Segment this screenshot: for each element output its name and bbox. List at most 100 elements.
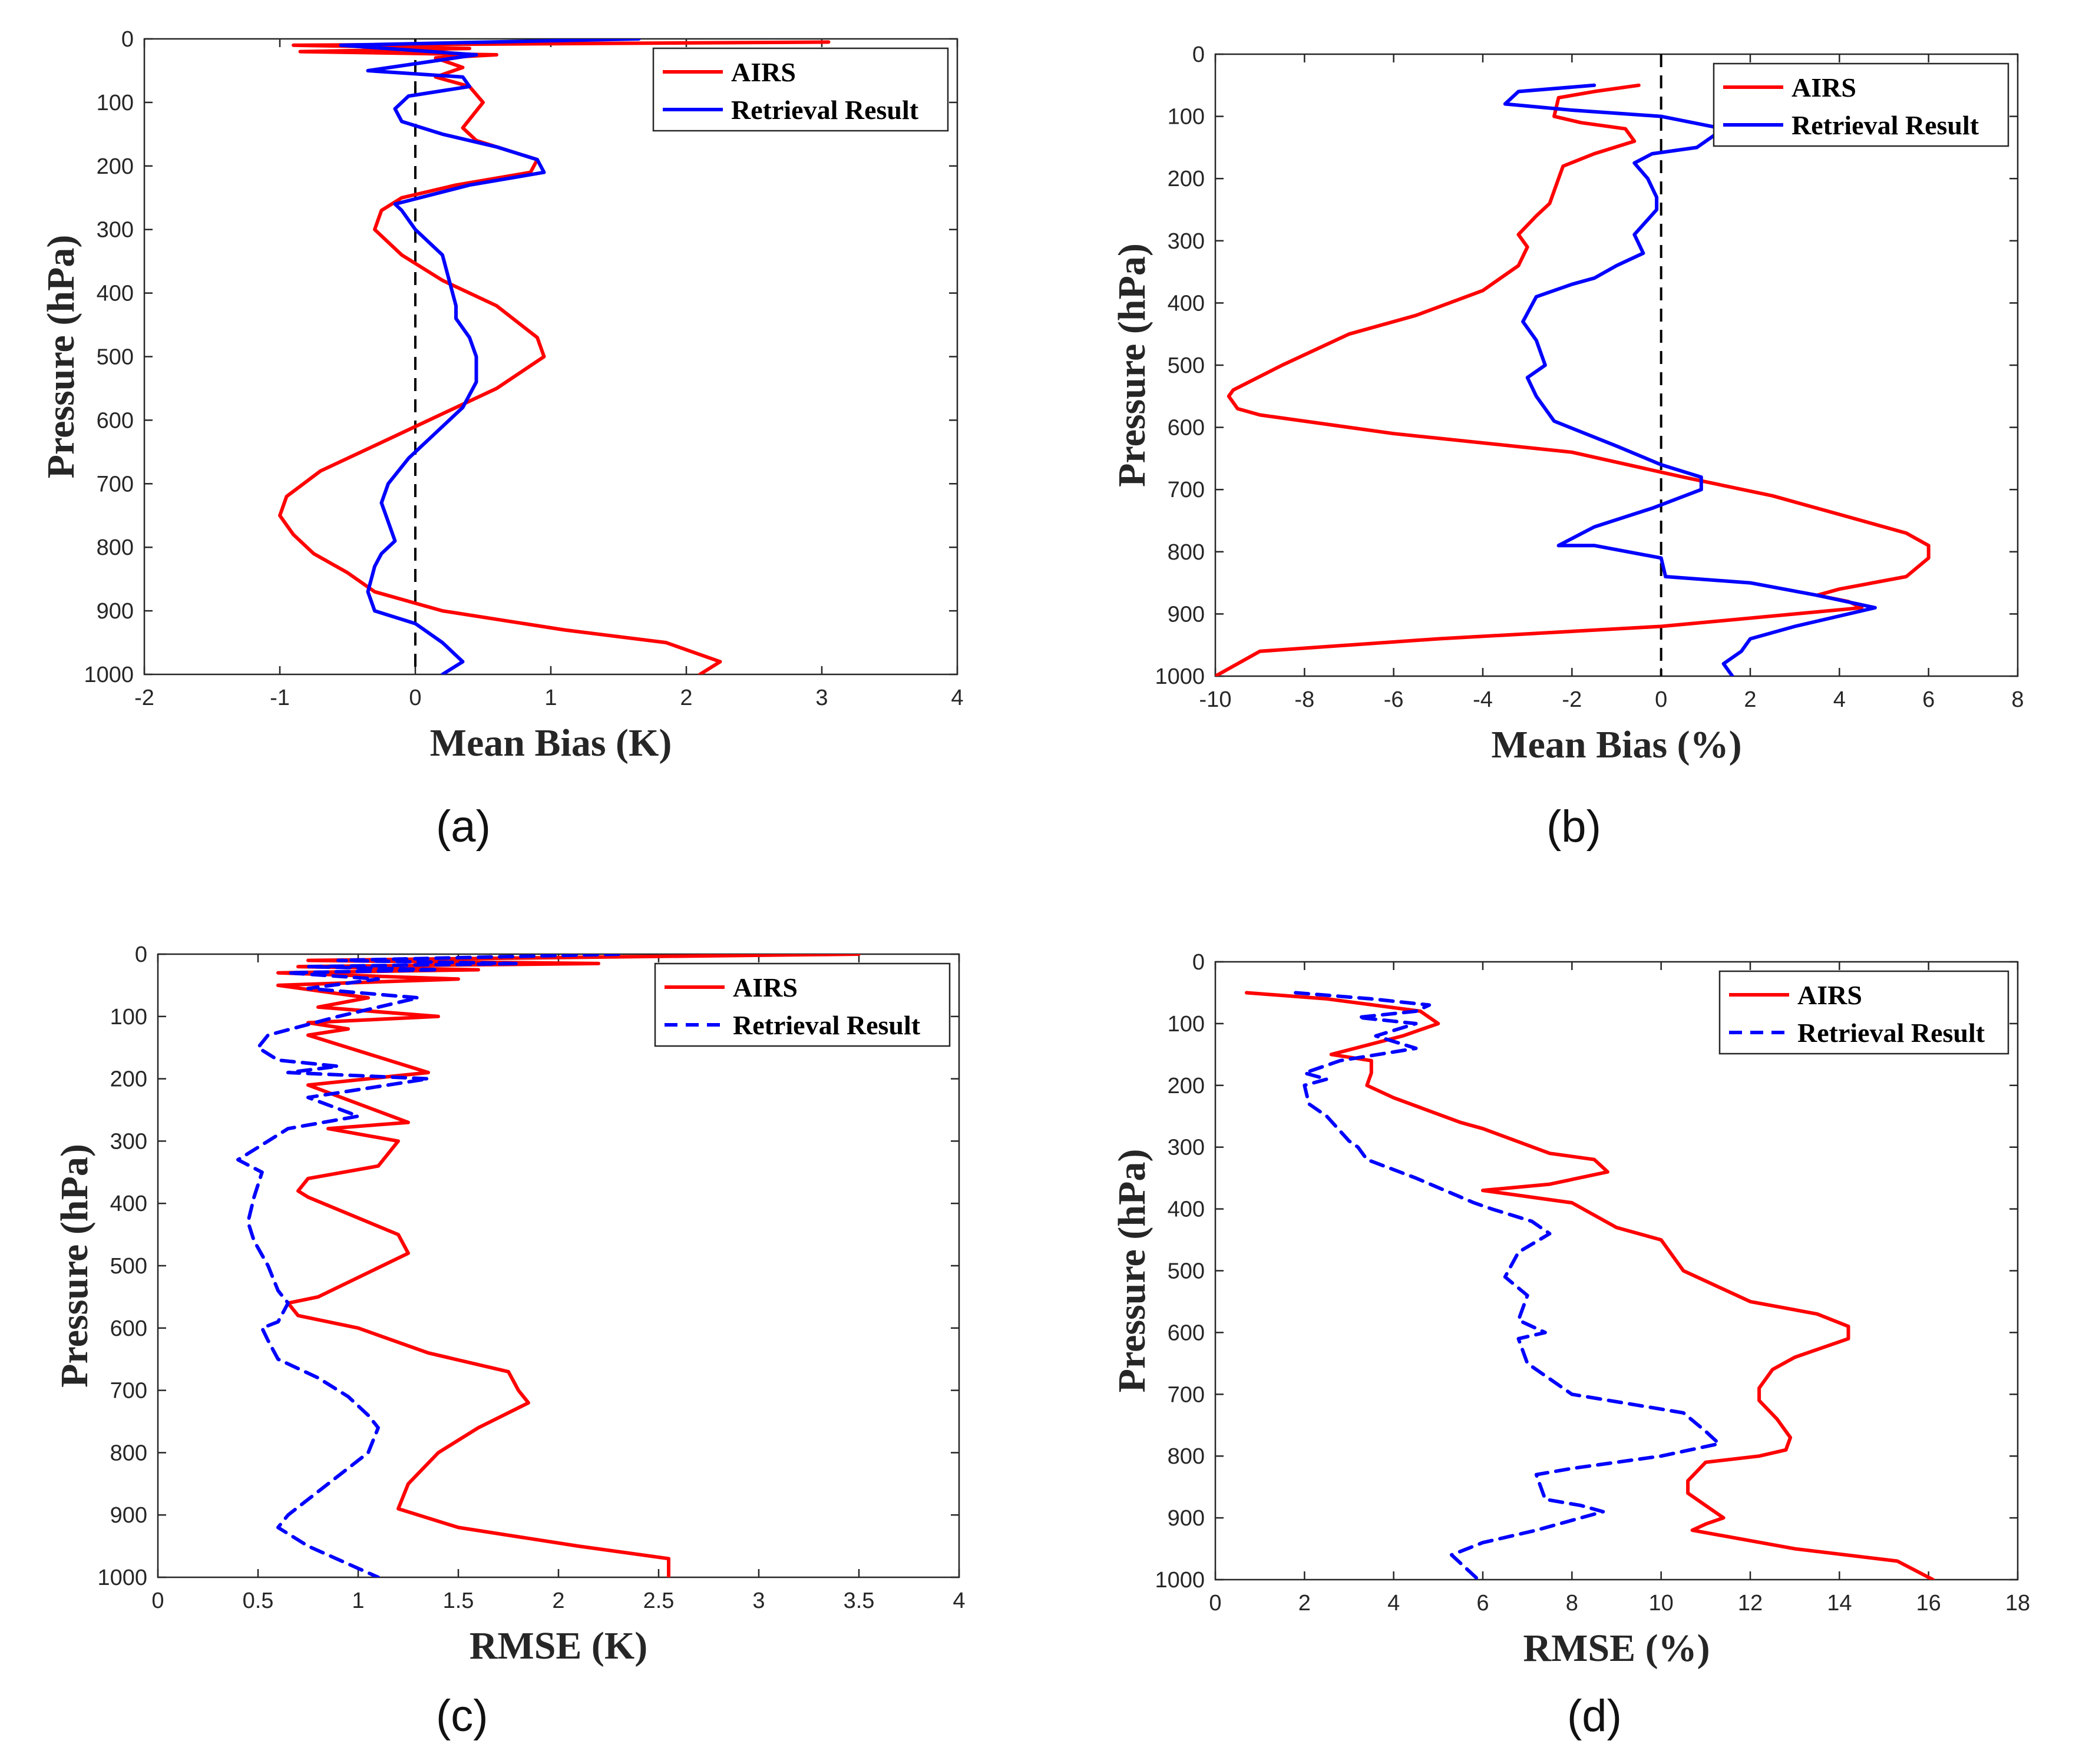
- x-tick-label: 1: [352, 1588, 364, 1613]
- x-tick-label: -2: [1562, 687, 1582, 712]
- series-group: [278, 39, 831, 674]
- x-tick-label: -8: [1294, 687, 1314, 712]
- x-tick-label: 4: [953, 1588, 965, 1613]
- y-tick-label: 0: [135, 942, 147, 967]
- y-tick-label: 700: [1168, 478, 1205, 502]
- plot-area-box: [157, 953, 960, 1578]
- legend: AIRS Retrieval Result: [1718, 970, 2009, 1055]
- y-tick-label: 100: [1168, 105, 1205, 130]
- y-axis-label: Pressure (hPa): [39, 235, 82, 479]
- y-tick-label: 900: [97, 599, 134, 624]
- y-tick-label: 800: [97, 535, 134, 560]
- series-group: [236, 954, 861, 1577]
- y-tick-label: 500: [1168, 1259, 1205, 1284]
- y-tick-label: 400: [97, 282, 134, 306]
- x-tick-label: 3: [752, 1588, 765, 1613]
- x-tick-label: 0: [151, 1588, 164, 1613]
- y-tick-label: 500: [110, 1254, 147, 1279]
- y-tick-label: 400: [1168, 291, 1205, 316]
- x-tick-label: 18: [2005, 1591, 2030, 1616]
- legend-box: [654, 962, 951, 1047]
- y-tick-label: 600: [97, 408, 134, 433]
- legend-label-retrieval-result: Retrieval Result: [1791, 110, 1979, 140]
- y-axis-label: Pressure (hPa): [1110, 1149, 1153, 1393]
- legend-label-retrieval-result: Retrieval Result: [1797, 1018, 1985, 1048]
- y-tick-label: 300: [110, 1129, 147, 1154]
- x-tick-label: 10: [1649, 1591, 1674, 1616]
- x-tick-label: 0: [1209, 1591, 1221, 1616]
- x-tick-label: 14: [1827, 1591, 1852, 1616]
- y-tick-label: 1000: [84, 663, 134, 687]
- x-tick-label: 0: [1655, 687, 1667, 712]
- legend-box: [652, 47, 949, 132]
- legend-label-retrieval-result: Retrieval Result: [733, 1010, 921, 1040]
- plot-area-box: [143, 38, 958, 676]
- y-tick-label: 800: [110, 1441, 147, 1465]
- caption-c: (c): [436, 1691, 488, 1741]
- chart-panel-b: 0 100 200 300 400 500 600 700 800 900 1000-10 -8 -6 -…: [1110, 42, 2024, 766]
- caption-d: (d): [1567, 1691, 1622, 1741]
- series-line-retrieval-result: [1503, 83, 1877, 676]
- series-group: [1215, 83, 1931, 676]
- series-line-airs: [278, 40, 831, 674]
- y-tick-label: 300: [1168, 229, 1205, 254]
- y-tick-label: 700: [1168, 1382, 1205, 1407]
- y-tick-label: 900: [1168, 602, 1205, 627]
- y-tick-label: 1000: [97, 1566, 147, 1590]
- x-tick-label: 2.5: [643, 1588, 675, 1613]
- x-tick-label: 3.5: [844, 1588, 875, 1613]
- y-tick-label: 700: [97, 472, 134, 497]
- series-line-retrieval-result: [339, 39, 641, 674]
- legend: AIRS Retrieval Result: [654, 962, 951, 1047]
- x-tick-label: 2: [552, 1588, 564, 1613]
- x-tick-label: 4: [951, 686, 963, 710]
- x-tick-label: 6: [1922, 687, 1935, 712]
- y-tick-label: 400: [110, 1192, 147, 1216]
- y-tick-label: 0: [1192, 42, 1205, 67]
- caption-a: (a): [436, 802, 491, 852]
- y-tick-label: 400: [1168, 1197, 1205, 1222]
- legend-label-retrieval-result: Retrieval Result: [731, 95, 919, 125]
- x-tick-label: -1: [270, 686, 290, 710]
- legend-box: [1718, 970, 2009, 1055]
- y-tick-label: 0: [1192, 950, 1205, 975]
- x-axis-label: Mean Bias (%): [1491, 723, 1741, 766]
- x-tick-label: 0: [409, 686, 421, 710]
- legend-label-airs: AIRS: [1797, 980, 1862, 1010]
- x-tick-label: 2: [1744, 687, 1756, 712]
- x-tick-label: 2: [1298, 1591, 1311, 1616]
- legend-box: [1713, 62, 2009, 147]
- x-axis-label: Mean Bias (K): [430, 722, 672, 764]
- x-tick-label: 6: [1476, 1591, 1489, 1616]
- y-tick-label: 200: [1168, 1074, 1205, 1098]
- x-tick-label: 0.5: [243, 1588, 274, 1613]
- x-tick-label: 1.5: [443, 1588, 474, 1613]
- x-tick-label: 3: [815, 686, 828, 710]
- series-line-airs: [1245, 991, 1935, 1580]
- y-tick-label: 800: [1168, 1444, 1205, 1469]
- x-tick-label: 4: [1387, 1591, 1400, 1616]
- x-tick-label: 12: [1738, 1591, 1763, 1616]
- y-tick-label: 800: [1168, 540, 1205, 565]
- y-tick-label: 600: [1168, 416, 1205, 441]
- x-tick-label: -4: [1473, 687, 1493, 712]
- x-tick-label: 16: [1916, 1591, 1941, 1616]
- y-tick-label: 500: [97, 345, 134, 370]
- x-tick-label: 1: [544, 686, 557, 710]
- y-tick-label: 700: [110, 1379, 147, 1404]
- y-tick-label: 600: [1168, 1320, 1205, 1345]
- plot-area-box: [1214, 53, 2019, 677]
- series-group: [1245, 991, 1935, 1580]
- x-tick-label: 4: [1833, 687, 1846, 712]
- y-tick-label: 100: [110, 1005, 147, 1030]
- y-axis-label: Pressure (hPa): [1110, 243, 1153, 487]
- x-axis-label: RMSE (K): [470, 1624, 647, 1667]
- y-tick-label: 100: [97, 91, 134, 115]
- caption-b: (b): [1546, 802, 1601, 852]
- y-tick-label: 600: [110, 1316, 147, 1341]
- y-tick-label: 0: [121, 27, 134, 52]
- y-tick-label: 900: [1168, 1506, 1205, 1531]
- legend-label-airs: AIRS: [1791, 72, 1856, 102]
